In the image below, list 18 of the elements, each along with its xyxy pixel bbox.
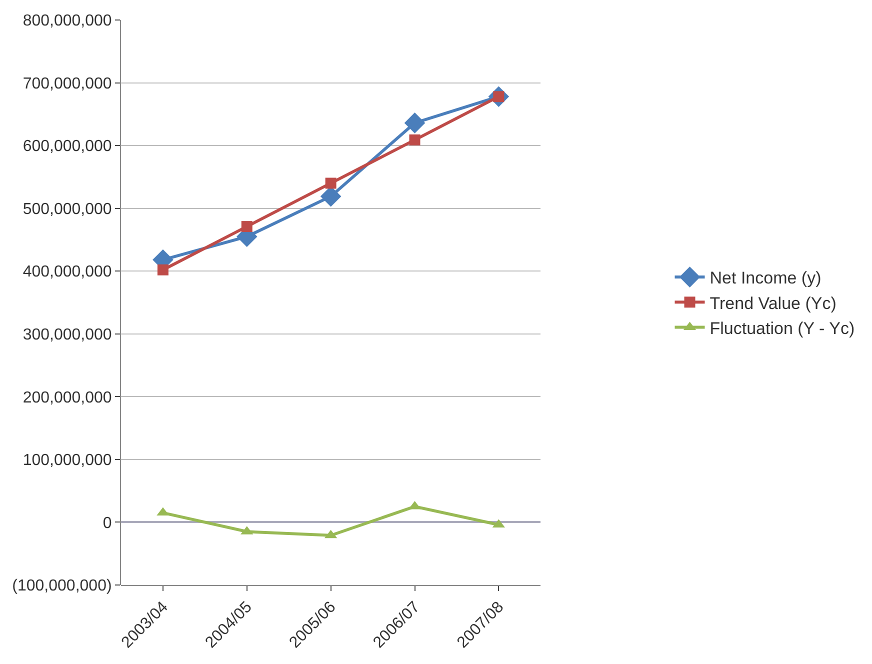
y-tick-label: 100,000,000 — [22, 452, 112, 470]
y-tick-label: (100,000,000) — [12, 578, 112, 595]
point — [409, 134, 420, 146]
point — [404, 112, 426, 134]
y-tick-label: 300,000,000 — [22, 326, 112, 344]
legend-label: Trend Value (Yc) — [710, 294, 836, 313]
point — [325, 178, 336, 189]
y-tick-label: 0 — [102, 514, 112, 532]
y-tick-label: 800,000,000 — [22, 12, 112, 30]
y-tick-label: 700,000,000 — [22, 75, 112, 92]
legend-label: Net Income (y) — [710, 268, 822, 288]
y-tick-label: 400,000,000 — [22, 264, 112, 281]
y-tick-label: 600,000,000 — [22, 138, 112, 156]
point — [157, 264, 168, 276]
y-tick-label: 500,000,000 — [22, 200, 112, 218]
y-tick-label: 200,000,000 — [22, 389, 112, 406]
point — [241, 221, 252, 232]
legend-label: Fluctuation (Y - Yc) — [710, 318, 855, 338]
